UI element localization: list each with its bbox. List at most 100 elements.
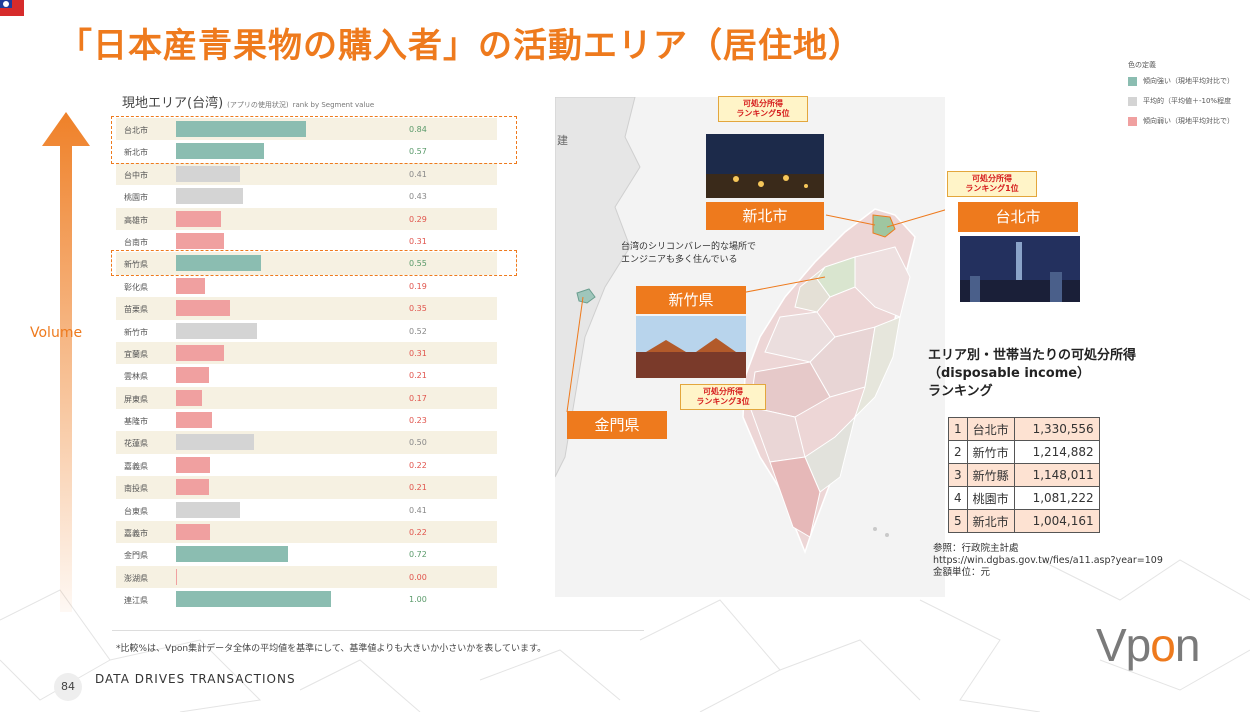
bar-category-label: 台中市 (124, 170, 148, 180)
bar-category-label: 苗栗県 (124, 305, 148, 315)
bar-category-label: 雲林県 (124, 372, 148, 382)
tagline: DATA DRIVES TRANSACTIONS (95, 672, 296, 686)
table-row: 新竹市 0.52 (116, 320, 497, 342)
table-row: 雲林県 0.21 (116, 364, 497, 386)
table-row: 宜蘭県 0.31 (116, 341, 497, 365)
legend-swatch-avg (1128, 96, 1137, 106)
legend-item-low: 傾向弱い（現地平均対比で） (1128, 116, 1234, 126)
legend-item-avg: 平均的（平均値＋-10%程度 (1128, 96, 1234, 106)
bar-value-label: 1.00 (409, 595, 427, 605)
panel-title: 現地エリア(台湾) (アプリの使用状況) rank by Segment value (122, 92, 374, 111)
rank-badge-taihoku: 可処分所得 ランキング1位 (947, 171, 1037, 197)
bar-value-label: 0.50 (409, 438, 427, 448)
bar (176, 210, 221, 227)
value-cell: 1,330,556 (1013, 417, 1100, 441)
bar-value-label: 0.22 (409, 528, 427, 538)
area-cell: 新北市 (966, 509, 1015, 533)
rank-badge-shinhoku: 可処分所得 ランキング5位 (718, 96, 808, 122)
bar-category-label: 宜蘭県 (124, 349, 148, 359)
table-row: 台東県 0.41 (116, 499, 497, 521)
value-cell: 1,214,882 (1013, 440, 1100, 464)
bar (176, 524, 211, 541)
volume-label: Volume (30, 325, 83, 341)
area-cell: 桃園市 (966, 486, 1015, 510)
vpon-logo-o: o (1150, 619, 1176, 671)
bar-value-label: 0.84 (409, 125, 427, 134)
bar (176, 568, 177, 585)
map-label-shinchiku: 新竹県 (636, 286, 746, 314)
bar-value-label: 0.23 (409, 416, 427, 426)
legend-swatch-low (1128, 116, 1137, 126)
map-label-kinmon: 金門県 (567, 411, 667, 439)
taihoku-photo (960, 236, 1080, 302)
taiwan-map-graphic (555, 97, 945, 555)
value-cell: 1,148,011 (1013, 463, 1100, 487)
bar-value-label: 0.19 (409, 281, 427, 291)
bar-category-label: 台北市 (124, 126, 148, 135)
bar (176, 479, 209, 496)
map-label-taihoku: 台北市 (958, 202, 1078, 232)
bar-category-label: 高雄市 (124, 215, 148, 225)
bar-value-label: 0.21 (409, 371, 427, 381)
area-cell: 台北市 (966, 417, 1015, 441)
bar (176, 165, 240, 182)
bar-value-label: 0.29 (409, 214, 427, 224)
bar-value-label: 0.00 (409, 572, 427, 582)
table-row: 台南市 0.31 (116, 230, 497, 252)
page-title: 「日本産青果物の購入者」の活動エリア（居住地） (58, 26, 863, 66)
vpon-logo-text: Vp (1096, 619, 1151, 671)
shinhoku-photo (706, 134, 824, 198)
map-label-shinhoku: 新北市 (706, 202, 824, 230)
bar-category-label: 屏東県 (124, 394, 148, 404)
bar (176, 389, 203, 406)
bar-category-label: 南投県 (124, 484, 148, 494)
table-row: 基隆市 0.23 (116, 409, 497, 431)
volume-arrow-icon (42, 112, 90, 612)
table-row: 彰化県 0.19 (116, 275, 497, 297)
rank-cell: 4 (948, 486, 968, 510)
table-row: 苗栗県 0.35 (116, 297, 497, 320)
legend-title: 色の定義 (1128, 61, 1156, 69)
rank-cell: 5 (948, 509, 968, 533)
legend-swatch-high (1128, 76, 1137, 86)
bar-category-label: 新竹県 (124, 260, 148, 270)
table-row: 新北市 0.57 (116, 140, 497, 162)
bar (176, 188, 243, 205)
bar-category-label: 連江県 (124, 596, 148, 606)
bar-value-label: 0.22 (409, 460, 427, 470)
bar-category-label: 嘉義市 (124, 529, 148, 539)
highlight-box-shinchiku (111, 250, 517, 276)
area-cell: 新竹縣 (966, 463, 1015, 487)
table-row: 屏東県 0.17 (116, 386, 497, 410)
bar-category-label: 嘉義県 (124, 461, 148, 471)
bar (176, 456, 211, 473)
bar-value-label: 0.52 (409, 326, 427, 336)
rank-cell: 2 (948, 440, 968, 464)
income-ranking-table: 1 台北市 1,330,556 2 新竹市 1,214,882 3 新竹縣 1,148,011 4… (948, 417, 1100, 533)
bar-value-label: 0.43 (409, 192, 427, 202)
bar-chart: 台北市 0.84 新北市 0.57 台中市 0.41 桃園市 0.43 高雄市 0.29 台南市 0.… (116, 118, 497, 611)
panel-rank-note: rank by Segment value (292, 101, 375, 109)
rank-cell: 1 (948, 417, 968, 441)
bar (176, 232, 225, 249)
bar-category-label: 花蓮県 (124, 439, 148, 449)
table-row: 1 台北市 1,330,556 (948, 417, 1100, 441)
bar-value-label: 0.17 (409, 393, 427, 403)
legend-label-low: 傾向弱い（現地平均対比で） (1143, 117, 1234, 125)
bar-value-label: 0.55 (409, 259, 427, 269)
table-row: 嘉義市 0.22 (116, 521, 497, 544)
rank-cell: 3 (948, 463, 968, 487)
bar-category-label: 基隆市 (124, 417, 148, 427)
table-row: 2 新竹市 1,214,882 (948, 440, 1100, 464)
bar-value-label: 0.41 (409, 505, 427, 515)
map-mainland-label: 建 (557, 134, 568, 147)
vpon-logo-n: n (1174, 619, 1201, 671)
bar (176, 121, 307, 137)
color-legend: 色の定義 傾向強い（現地平均対比で） 平均的（平均値＋-10%程度 傾向弱い（現… (1128, 60, 1234, 136)
table-row: 3 新竹縣 1,148,011 (948, 463, 1100, 487)
bar (176, 143, 265, 160)
value-cell: 1,081,222 (1013, 486, 1100, 510)
table-row: 新竹県 0.55 (116, 252, 497, 275)
bar (176, 501, 240, 518)
